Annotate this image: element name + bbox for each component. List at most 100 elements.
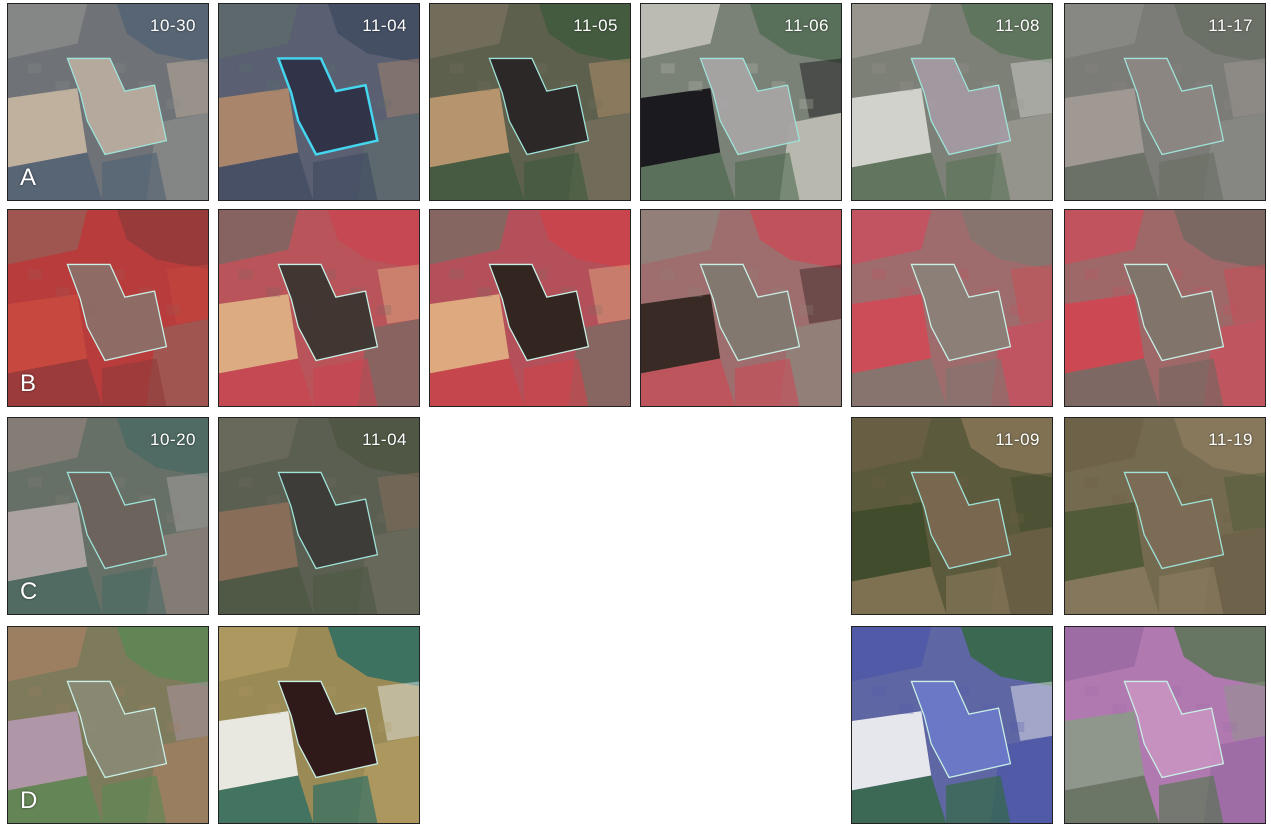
satellite-imagery	[641, 4, 841, 200]
satellite-tile: 11-08	[851, 3, 1053, 201]
land-patch	[377, 472, 419, 532]
land-patch	[27, 686, 42, 697]
satellite-imagery	[641, 210, 841, 406]
land-patch	[982, 704, 997, 715]
land-patch	[138, 81, 153, 92]
land-patch	[321, 477, 336, 488]
land-patch	[327, 418, 419, 478]
land-patch	[266, 704, 281, 715]
land-patch	[743, 269, 758, 280]
land-patch	[477, 81, 492, 92]
land-patch	[1173, 418, 1265, 478]
satellite-tile: 10-30 A	[7, 3, 209, 201]
land-patch	[852, 152, 947, 200]
land-patch	[219, 152, 314, 200]
land-patch	[1112, 704, 1127, 715]
land-patch	[138, 704, 153, 715]
field-boundary-outline	[1123, 57, 1225, 156]
land-patch	[749, 4, 841, 64]
land-patch	[166, 264, 208, 324]
land-patch	[116, 418, 208, 478]
land-patch	[588, 99, 603, 109]
land-patch	[954, 63, 969, 74]
land-patch	[1084, 269, 1099, 280]
satellite-tile	[851, 626, 1053, 824]
satellite-tile	[851, 209, 1053, 407]
land-patch	[1084, 686, 1099, 697]
land-patch	[588, 305, 603, 315]
field-boundary-outline	[910, 263, 1012, 362]
field-boundary-outline	[277, 680, 379, 779]
satellite-tile: 11-19	[1064, 417, 1266, 615]
land-patch	[377, 264, 419, 324]
land-patch	[954, 269, 969, 280]
land-patch	[688, 81, 703, 92]
land-patch	[1065, 88, 1145, 168]
land-patch	[102, 358, 167, 406]
land-patch	[430, 4, 510, 59]
land-patch	[641, 4, 721, 59]
land-patch	[799, 264, 841, 324]
land-patch	[560, 287, 575, 298]
land-patch	[430, 210, 510, 265]
land-patch	[960, 418, 1052, 478]
land-patch	[1223, 305, 1238, 315]
satellite-imagery	[1065, 210, 1265, 406]
satellite-imagery	[8, 4, 208, 200]
field-boundary-outline	[1123, 263, 1225, 362]
satellite-imagery	[219, 4, 419, 200]
land-patch	[1065, 152, 1160, 200]
land-patch	[219, 4, 299, 59]
land-patch	[588, 58, 630, 118]
land-patch	[219, 294, 299, 374]
land-patch	[799, 99, 814, 109]
land-patch	[377, 681, 419, 741]
land-patch	[313, 566, 378, 614]
land-patch	[8, 4, 88, 59]
land-patch	[1173, 627, 1265, 687]
land-patch	[954, 686, 969, 697]
land-patch	[8, 566, 103, 614]
satellite-imagery	[852, 4, 1052, 200]
land-patch	[321, 686, 336, 697]
land-patch	[430, 152, 525, 200]
land-patch	[1223, 264, 1265, 324]
land-patch	[1195, 704, 1210, 715]
satellite-tile: 11-04	[218, 3, 420, 201]
land-patch	[852, 358, 947, 406]
land-patch	[1159, 152, 1224, 200]
land-patch	[67, 58, 167, 155]
field-boundary-outline	[277, 263, 379, 362]
land-patch	[219, 210, 299, 265]
land-patch	[1065, 294, 1145, 374]
field-boundary-outline	[488, 57, 590, 156]
land-patch	[102, 566, 167, 614]
land-patch	[278, 681, 378, 778]
land-patch	[1195, 287, 1210, 298]
land-patch	[377, 305, 392, 315]
land-patch	[116, 4, 208, 64]
land-patch	[219, 775, 314, 823]
land-patch	[8, 152, 103, 200]
satellite-tile	[218, 209, 420, 407]
land-patch	[321, 63, 336, 74]
satellite-tile	[429, 209, 631, 407]
satellite-imagery	[430, 4, 630, 200]
land-patch	[1223, 722, 1238, 732]
land-patch	[1065, 4, 1145, 59]
land-patch	[641, 88, 721, 168]
land-patch	[1010, 722, 1025, 732]
land-patch	[688, 287, 703, 298]
land-patch	[899, 704, 914, 715]
land-patch	[1065, 775, 1160, 823]
field-boundary-outline	[66, 471, 168, 570]
land-patch	[1065, 418, 1145, 473]
land-patch	[321, 269, 336, 280]
land-patch	[749, 210, 841, 270]
land-patch	[489, 264, 589, 361]
land-patch	[278, 58, 378, 155]
land-patch	[1112, 287, 1127, 298]
land-patch	[954, 477, 969, 488]
land-patch	[641, 358, 736, 406]
land-patch	[55, 704, 70, 715]
